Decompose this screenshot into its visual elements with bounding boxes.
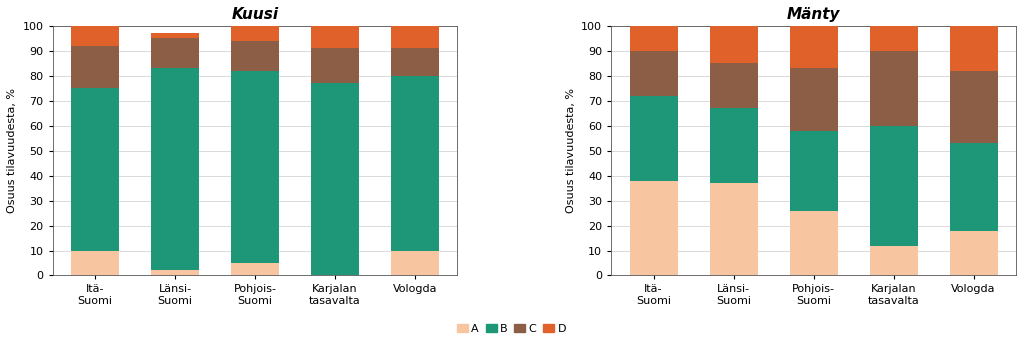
Title: Kuusi: Kuusi — [231, 7, 278, 22]
Bar — [949, 230, 997, 276]
Bar — [391, 49, 439, 76]
Bar — [311, 49, 359, 83]
Bar — [629, 26, 677, 51]
Bar — [151, 68, 198, 270]
Bar — [629, 181, 677, 276]
Bar — [710, 108, 758, 183]
Bar — [629, 96, 677, 181]
Bar — [790, 131, 838, 211]
Bar — [790, 211, 838, 276]
Bar — [870, 51, 918, 126]
Bar — [710, 26, 758, 63]
Bar — [790, 26, 838, 68]
Bar — [391, 26, 439, 49]
Bar — [151, 270, 198, 276]
Bar — [231, 41, 279, 71]
Bar — [71, 46, 119, 88]
Bar — [231, 71, 279, 263]
Bar — [151, 33, 198, 39]
Bar — [870, 126, 918, 246]
Legend: A, B, C, D: A, B, C, D — [452, 320, 571, 338]
Bar — [71, 250, 119, 276]
Bar — [231, 263, 279, 276]
Bar — [870, 26, 918, 51]
Bar — [231, 26, 279, 41]
Title: Mänty: Mänty — [787, 7, 840, 22]
Bar — [710, 63, 758, 108]
Bar — [71, 26, 119, 46]
Bar — [151, 39, 198, 68]
Bar — [949, 26, 997, 71]
Bar — [949, 143, 997, 230]
Bar — [949, 71, 997, 143]
Bar — [710, 183, 758, 276]
Bar — [71, 88, 119, 250]
Bar — [790, 68, 838, 131]
Bar — [391, 76, 439, 250]
Bar — [391, 250, 439, 276]
Bar — [311, 26, 359, 49]
Y-axis label: Osuus tilavuudesta, %: Osuus tilavuudesta, % — [7, 88, 17, 213]
Bar — [311, 83, 359, 276]
Bar — [629, 51, 677, 96]
Bar — [870, 246, 918, 276]
Y-axis label: Osuus tilavuudesta, %: Osuus tilavuudesta, % — [566, 88, 576, 213]
